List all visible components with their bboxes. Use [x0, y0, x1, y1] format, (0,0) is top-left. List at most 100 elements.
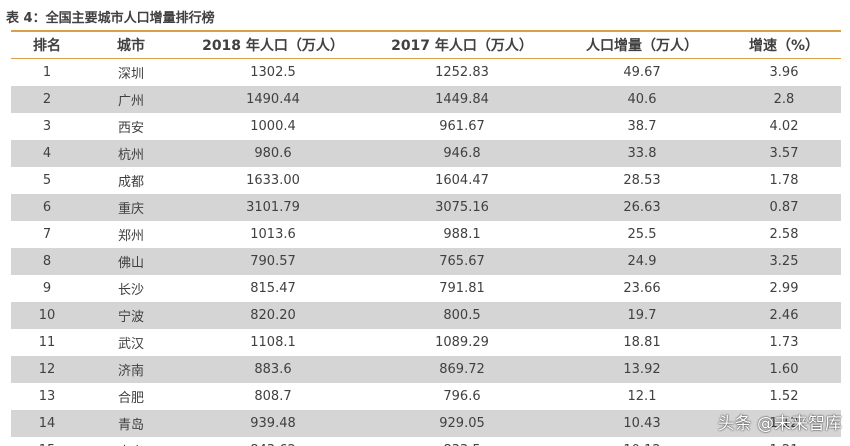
cell-pop-2018: 808.7	[254, 389, 292, 404]
cell-pop-2018: 1108.1	[250, 335, 296, 350]
cell-increase: 28.53	[623, 173, 661, 188]
header-pop-2017: 2017 年人口（万人）	[391, 38, 533, 54]
cell-pop-2017: 869.72	[439, 362, 485, 377]
cell-pop-2017: 796.6	[443, 389, 481, 404]
cell-city: 长沙	[117, 283, 144, 298]
cell-growth-rate: 1.12	[769, 416, 799, 431]
cell-pop-2017: 833.5	[367, 443, 557, 446]
cell-growth-rate: 2.8	[773, 92, 795, 107]
cell-rank: 12	[38, 362, 56, 377]
cell-increase: 19.7	[627, 308, 657, 323]
table-row: 10 宁波 820.20 800.5 19.7 2.46	[11, 302, 841, 329]
cell-pop-2017: 1449.84	[435, 92, 489, 107]
cell-city: 西安	[117, 121, 144, 136]
cell-city: 合肥	[117, 391, 144, 406]
table-row: 9 长沙 815.47 791.81 23.66 2.99	[11, 275, 841, 302]
cell-increase: 25.5	[627, 227, 657, 242]
cell-city: 重庆	[117, 202, 144, 217]
cell-increase: 38.7	[627, 119, 657, 134]
cell-increase: 23.66	[623, 281, 661, 296]
cell-growth-rate: 1.73	[769, 335, 799, 350]
cell-pop-2018: 815.47	[250, 281, 296, 296]
cell-pop-2017: 3075.16	[435, 200, 489, 215]
cell-growth-rate: 3.57	[769, 146, 799, 161]
cell-increase: 10.12	[557, 443, 727, 446]
cell-growth-rate: 1.60	[769, 362, 799, 377]
cell-rank: 10	[38, 308, 56, 323]
cell-growth-rate: 2.46	[769, 308, 799, 323]
cell-growth-rate: 1.21	[727, 443, 841, 446]
cell-pop-2017: 1089.29	[435, 335, 489, 350]
table-row: 13 合肥 808.7 796.6 12.1 1.52	[11, 383, 841, 410]
table-body: 1 深圳 1302.5 1252.83 49.67 3.96 2 广州 1490.44 1449.…	[11, 59, 841, 446]
cell-pop-2017: 1252.83	[435, 65, 489, 80]
cell-pop-2018: 843.62	[179, 443, 367, 446]
cell-rank: 6	[42, 200, 52, 215]
cell-rank: 15	[11, 443, 83, 446]
table-row: 11 武汉 1108.1 1089.29 18.81 1.73	[11, 329, 841, 356]
cell-increase: 10.43	[623, 416, 661, 431]
cell-growth-rate: 2.58	[769, 227, 799, 242]
cell-increase: 24.9	[627, 254, 657, 269]
table-row: 8 佛山 790.57 765.67 24.9 3.25	[11, 248, 841, 275]
cell-pop-2018: 883.6	[254, 362, 292, 377]
cell-city: 南京	[83, 441, 179, 446]
cell-pop-2017: 765.67	[439, 254, 485, 269]
population-increase-table: 排名 城市 2018 年人口（万人） 2017 年人口（万人） 人口增量（万人）…	[11, 30, 841, 446]
table-row: 3 西安 1000.4 961.67 38.7 4.02	[11, 113, 841, 140]
cell-city: 青岛	[117, 418, 144, 433]
cell-rank: 2	[42, 92, 52, 107]
cell-city: 郑州	[117, 229, 144, 244]
cell-pop-2018: 790.57	[250, 254, 296, 269]
cell-rank: 3	[42, 119, 52, 134]
table-header-row: 排名 城市 2018 年人口（万人） 2017 年人口（万人） 人口增量（万人）…	[11, 32, 841, 59]
cell-growth-rate: 4.02	[769, 119, 799, 134]
cell-pop-2017: 1604.47	[435, 173, 489, 188]
table-row: 14 青岛 939.48 929.05 10.43 1.12	[11, 410, 841, 437]
cell-rank: 1	[42, 65, 52, 80]
cell-growth-rate: 2.99	[769, 281, 799, 296]
cell-increase: 26.63	[623, 200, 661, 215]
cell-rank: 13	[38, 389, 56, 404]
cell-pop-2018: 1013.6	[250, 227, 296, 242]
table-row: 4 杭州 980.6 946.8 33.8 3.57	[11, 140, 841, 167]
cell-growth-rate: 3.96	[769, 65, 799, 80]
cell-pop-2017: 800.5	[443, 308, 481, 323]
cell-increase: 13.92	[623, 362, 661, 377]
header-city: 城市	[117, 38, 145, 54]
cell-city: 深圳	[117, 67, 144, 82]
cell-pop-2017: 929.05	[439, 416, 485, 431]
cell-rank: 5	[42, 173, 52, 188]
header-pop-2018: 2018 年人口（万人）	[202, 38, 344, 54]
table-row: 7 郑州 1013.6 988.1 25.5 2.58	[11, 221, 841, 248]
table-row: 15南京843.62833.510.121.21	[11, 437, 841, 446]
table-row: 2 广州 1490.44 1449.84 40.6 2.8	[11, 86, 841, 113]
cell-city: 杭州	[117, 148, 144, 163]
cell-growth-rate: 1.78	[769, 173, 799, 188]
cell-increase: 33.8	[627, 146, 657, 161]
cell-increase: 49.67	[623, 65, 661, 80]
cell-rank: 7	[42, 227, 52, 242]
table-row: 5 成都 1633.00 1604.47 28.53 1.78	[11, 167, 841, 194]
cell-pop-2018: 939.48	[250, 416, 296, 431]
header-rank: 排名	[33, 38, 61, 54]
cell-city: 济南	[117, 364, 144, 379]
cell-growth-rate: 3.25	[769, 254, 799, 269]
table-caption: 表 4：全国主要城市人口增量排行榜	[6, 11, 215, 26]
cell-increase: 40.6	[627, 92, 657, 107]
cell-rank: 14	[38, 416, 56, 431]
cell-pop-2017: 988.1	[443, 227, 481, 242]
cell-increase: 12.1	[627, 389, 657, 404]
cell-pop-2018: 1000.4	[250, 119, 296, 134]
cell-city: 佛山	[117, 256, 144, 271]
cell-pop-2018: 3101.79	[246, 200, 300, 215]
cell-pop-2017: 961.67	[439, 119, 485, 134]
header-growth-rate: 增速（%）	[748, 38, 820, 54]
cell-rank: 9	[42, 281, 52, 296]
header-increase: 人口增量（万人）	[586, 38, 698, 54]
cell-rank: 11	[38, 335, 56, 350]
cell-pop-2017: 946.8	[443, 146, 481, 161]
cell-rank: 4	[42, 146, 52, 161]
cell-city: 宁波	[117, 310, 144, 325]
cell-pop-2018: 820.20	[250, 308, 296, 323]
